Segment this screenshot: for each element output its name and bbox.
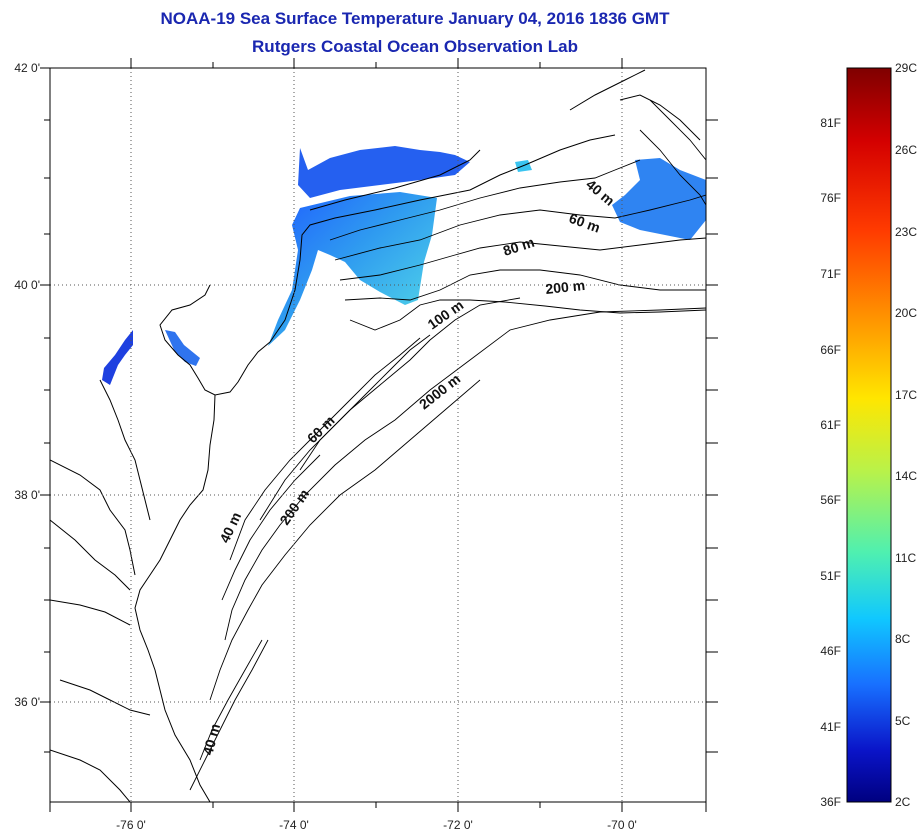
colorbar-fahrenheit-label: 76F bbox=[820, 191, 841, 205]
map-subtitle: Rutgers Coastal Ocean Observation Lab bbox=[252, 37, 578, 56]
contour-label: 40 m bbox=[199, 722, 223, 757]
colorbar-celsius-label: 17C bbox=[895, 388, 918, 402]
colorbar-celsius-label: 2C bbox=[895, 795, 911, 809]
sst-delaware-patch bbox=[165, 330, 200, 366]
map-frame bbox=[40, 58, 718, 812]
colorbar-fahrenheit-label: 51F bbox=[820, 569, 841, 583]
sst-chesapeake-patch bbox=[102, 330, 133, 385]
x-tick-label: -70 0' bbox=[607, 818, 637, 832]
colorbar-fahrenheit-label: 61F bbox=[820, 418, 841, 432]
y-tick-label: 36 0' bbox=[14, 695, 40, 709]
colorbar-celsius-label: 11C bbox=[895, 551, 917, 565]
colorbar-fahrenheit-label: 81F bbox=[820, 116, 841, 130]
colorbar-fahrenheit-label: 41F bbox=[820, 720, 841, 734]
map-title: NOAA-19 Sea Surface Temperature January … bbox=[160, 9, 670, 28]
colorbar-celsius-label: 5C bbox=[895, 714, 911, 728]
colorbar-celsius-label: 29C bbox=[895, 61, 918, 75]
contour-label: 200 m bbox=[545, 277, 586, 297]
colorbar-celsius-label: 20C bbox=[895, 306, 918, 320]
colorbar-celsius-label: 23C bbox=[895, 225, 918, 239]
x-tick-label: -76 0' bbox=[116, 818, 146, 832]
contour-label: 60 m bbox=[567, 210, 602, 236]
contour-label: 2000 m bbox=[416, 371, 463, 413]
colorbar-fahrenheit-label: 71F bbox=[820, 267, 841, 281]
contour-label: 80 m bbox=[501, 234, 536, 259]
y-tick-label: 38 0' bbox=[14, 488, 40, 502]
colorbar-fahrenheit-label: 56F bbox=[820, 493, 841, 507]
sst-nj-shelf-patch bbox=[268, 192, 437, 346]
contour-label: 40 m bbox=[216, 510, 244, 546]
colorbar-fahrenheit-label: 36F bbox=[820, 795, 841, 809]
coastline bbox=[50, 69, 701, 802]
x-tick-label: -72 0' bbox=[443, 818, 473, 832]
colorbar-fahrenheit-label: 66F bbox=[820, 343, 841, 357]
x-tick-label: -74 0' bbox=[279, 818, 309, 832]
contour-label: 200 m bbox=[276, 486, 312, 528]
sst-long-island-sound-patch bbox=[298, 146, 470, 198]
colorbar-fahrenheit-label: 46F bbox=[820, 644, 841, 658]
graticule bbox=[50, 68, 706, 802]
contour-label: 40 m bbox=[583, 176, 618, 209]
colorbar-celsius-label: 14C bbox=[895, 469, 918, 483]
sst-georges-patch bbox=[612, 158, 706, 240]
colorbar-scale bbox=[846, 67, 892, 803]
colorbar-celsius-label: 26C bbox=[895, 143, 918, 157]
colorbar bbox=[846, 67, 892, 803]
y-tick-label: 40 0' bbox=[14, 278, 40, 292]
colorbar-celsius-label: 8C bbox=[895, 632, 911, 646]
sst-data-layer bbox=[102, 146, 706, 385]
bathymetry-contours bbox=[189, 99, 706, 791]
y-tick-label: 42 0' bbox=[14, 61, 40, 75]
